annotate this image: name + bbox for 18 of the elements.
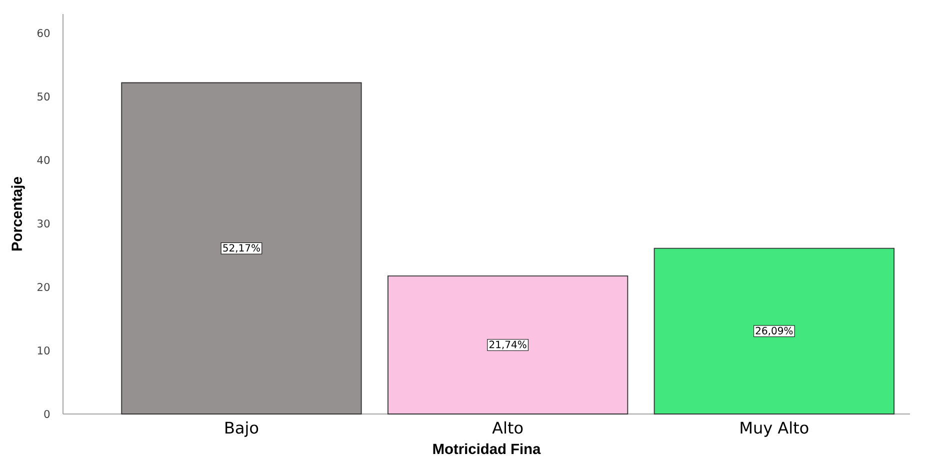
- x-tick-label: Muy Alto: [740, 421, 808, 437]
- bar: [654, 248, 894, 414]
- x-axis-title: Motricidad Fina: [433, 443, 541, 454]
- y-tick-label: 30: [38, 219, 50, 228]
- data-label: 21,74%: [489, 340, 526, 350]
- y-tick-label: 60: [37, 29, 50, 38]
- y-tick-label: 20: [38, 282, 50, 292]
- x-tick-label: Alto: [492, 421, 523, 434]
- y-axis-title: Porcentaje: [11, 177, 25, 251]
- bar: [121, 82, 362, 414]
- data-label: 52,17%: [223, 244, 260, 253]
- y-tick-label: 10: [38, 346, 50, 355]
- bar: [387, 275, 628, 414]
- y-tick-label: 50: [38, 92, 50, 101]
- x-tick-label: Bajo: [226, 421, 258, 437]
- data-label: 26,09%: [756, 326, 793, 336]
- y-tick-label: 40: [37, 156, 50, 164]
- y-tick-label: 0: [44, 410, 50, 418]
